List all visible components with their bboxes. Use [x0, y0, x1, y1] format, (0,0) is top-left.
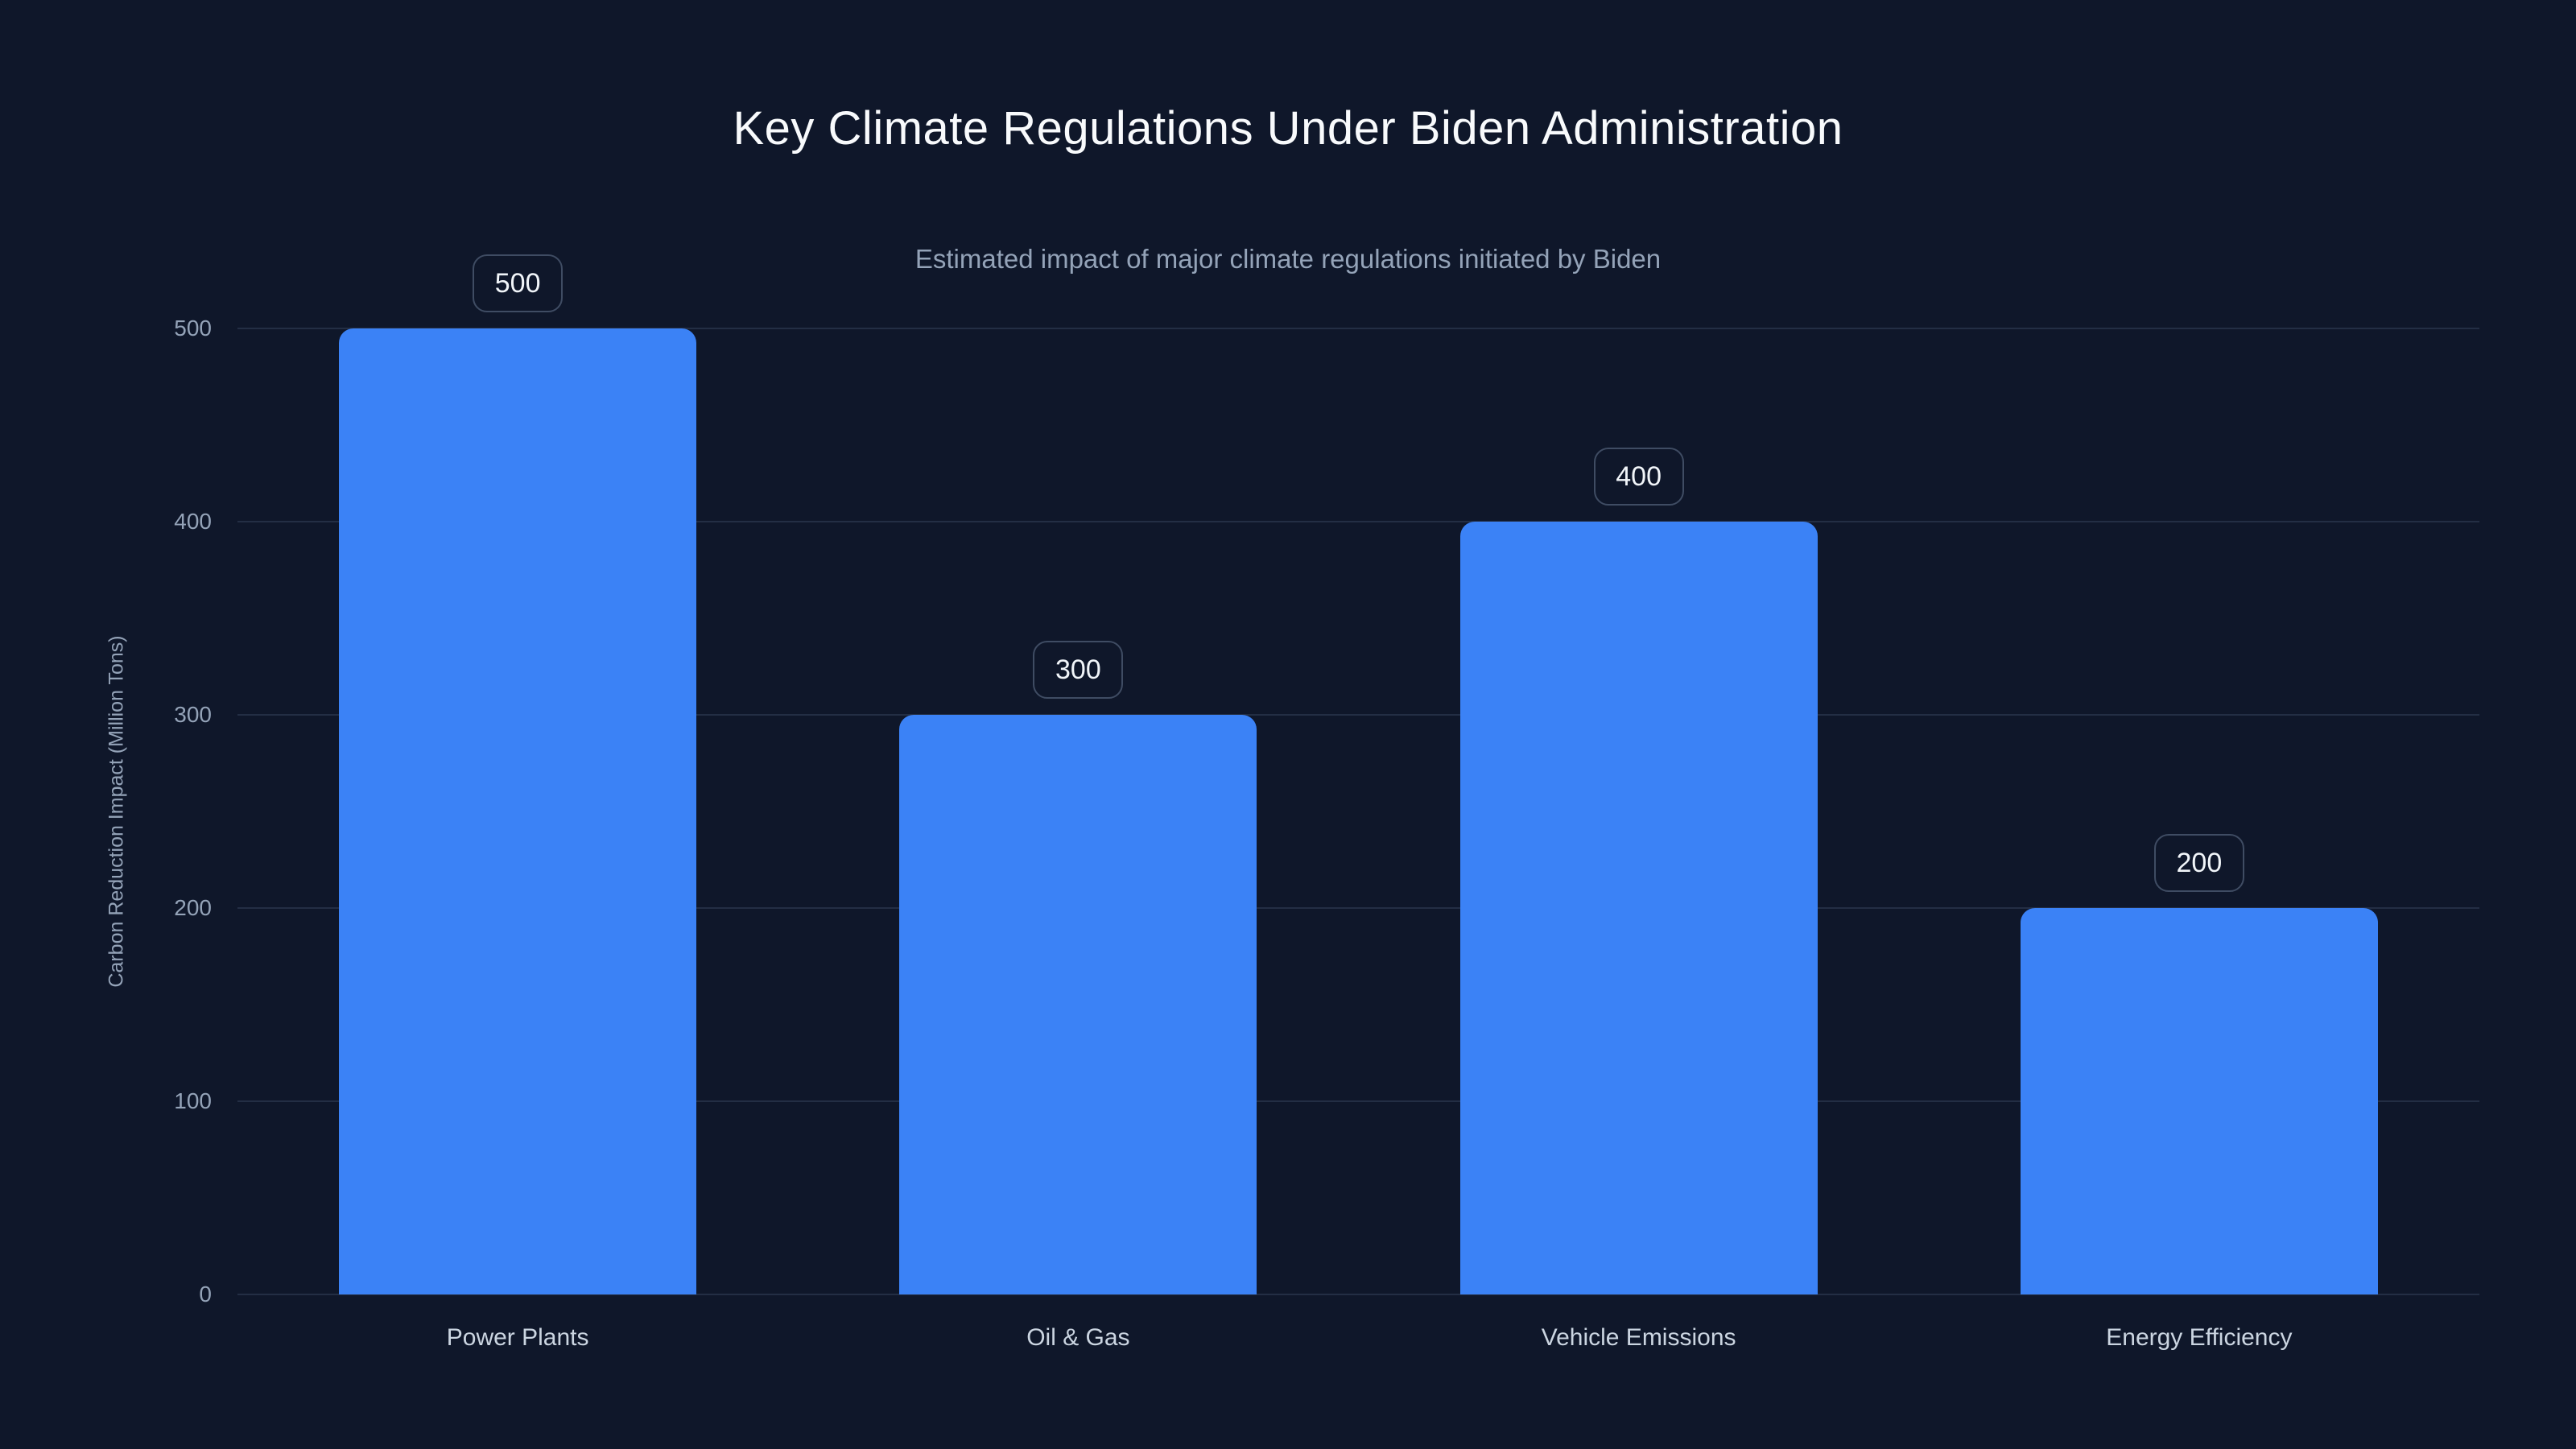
category-label-oil-gas: Oil & Gas: [1026, 1324, 1130, 1351]
gridline-y-500: [237, 328, 2479, 329]
bar-energy-efficiency[interactable]: [2020, 908, 2378, 1294]
y-tick-label-0: 0: [199, 1282, 212, 1307]
chart-title: Key Climate Regulations Under Biden Admi…: [733, 102, 1843, 155]
gridline-y-0: [237, 1294, 2479, 1295]
gridline-y-200: [237, 907, 2479, 909]
value-badge-400: 400: [1593, 448, 1684, 506]
gridline-y-100: [237, 1100, 2479, 1102]
category-label-vehicle-emissions: Vehicle Emissions: [1541, 1324, 1736, 1351]
bar-vehicle-emissions[interactable]: [1459, 522, 1818, 1294]
gridline-y-400: [237, 521, 2479, 522]
value-badge-500: 500: [473, 254, 564, 312]
y-tick-label-500: 500: [174, 316, 212, 341]
y-tick-label-400: 400: [174, 509, 212, 534]
chart-subtitle: Estimated impact of major climate regula…: [914, 244, 1662, 274]
category-label-power-plants: Power Plants: [446, 1324, 589, 1351]
value-badge-200: 200: [2153, 834, 2244, 892]
y-tick-label-200: 200: [174, 895, 212, 920]
category-label-energy-efficiency: Energy Efficiency: [2106, 1324, 2293, 1351]
y-axis-title: Carbon Reduction Impact (Million Tons): [105, 635, 128, 988]
gridline-y-300: [237, 714, 2479, 716]
bar-oil-gas[interactable]: [899, 715, 1257, 1294]
value-badge-300: 300: [1033, 641, 1124, 699]
y-tick-label-300: 300: [174, 702, 212, 727]
bar-power-plants[interactable]: [339, 328, 697, 1294]
y-tick-label-100: 100: [174, 1088, 212, 1113]
